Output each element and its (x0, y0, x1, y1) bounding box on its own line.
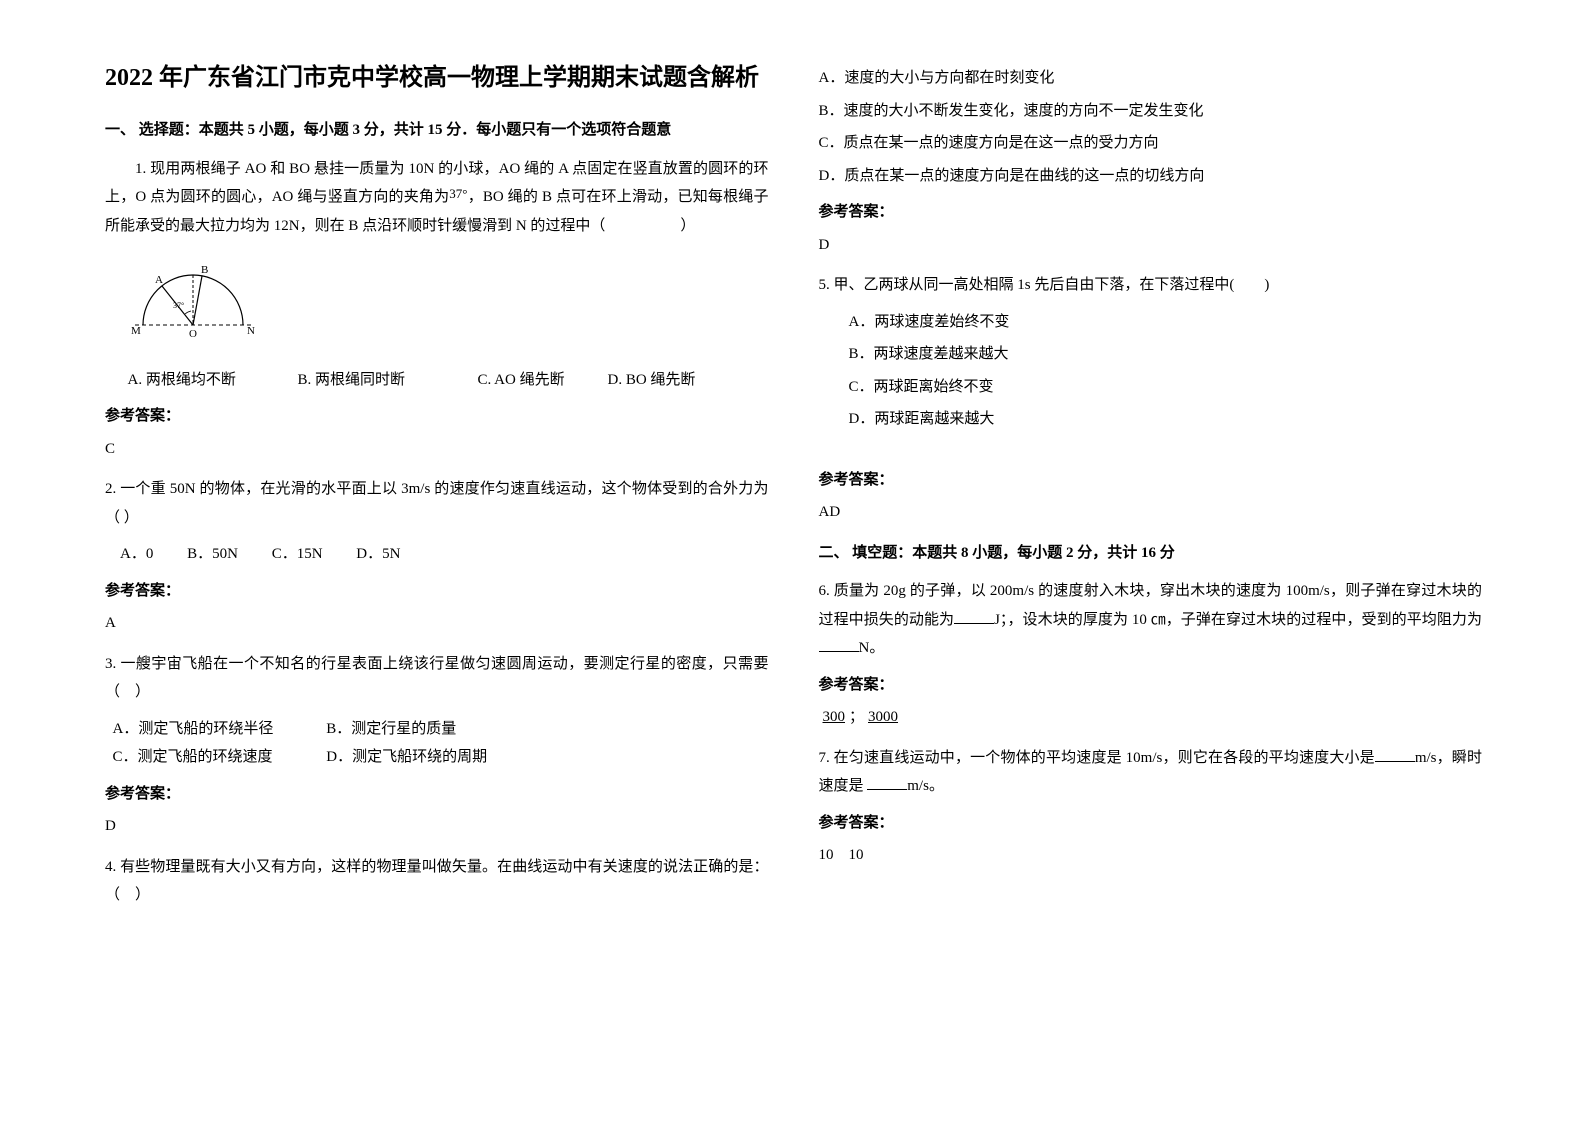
question-6: 6. 质量为 20g 的子弹，以 200m/s 的速度射入木块，穿出木块的速度为… (819, 577, 1483, 663)
q4-answer-label: 参考答案： (819, 198, 1483, 227)
q2-option-b: B．50N (187, 546, 238, 562)
diagram-label-a: A (155, 274, 163, 286)
diagram-angle: 37° (173, 301, 184, 310)
diagram-label-o: O (189, 328, 197, 340)
diagram-label-n: N (247, 325, 255, 337)
q1-option-a: A. 两根绳均不断 (128, 366, 298, 395)
left-column: 2022 年广东省江门市克中学校高一物理上学期期末试题含解析 一、 选择题：本题… (80, 60, 794, 1062)
section2-header: 二、 填空题：本题共 8 小题，每小题 2 分，共计 16 分 (819, 539, 1483, 568)
q5-option-a: A．两球速度差始终不变 (849, 308, 1483, 337)
question-4: 4. 有些物理量既有大小又有方向，这样的物理量叫做矢量。在曲线运动中有关速度的说… (105, 853, 769, 910)
diagram-label-b: B (201, 264, 208, 276)
q6-blank2 (819, 637, 859, 652)
diagram-label-m: M (131, 325, 141, 337)
q4-option-a: A．速度的大小与方向都在时刻变化 (819, 64, 1483, 93)
q6-text2: J；，设木块的厚度为 10 ㎝，子弹在穿过木块的过程中，受到的平均阻力为 (994, 612, 1482, 628)
q7-text3: m/s。 (907, 778, 944, 794)
q1-diagram: A B M O N 37° (125, 255, 769, 351)
q4-option-b: B．速度的大小不断发生变化，速度的方向不一定发生变化 (819, 97, 1483, 126)
q6-text3: N。 (859, 640, 885, 656)
q5-option-c: C．两球距离始终不变 (849, 373, 1483, 402)
q3-option-a: A．测定飞船的环绕半径 (113, 715, 323, 744)
q4-option-d: D．质点在某一点的速度方向是在曲线的这一点的切线方向 (819, 162, 1483, 191)
q3-option-d: D．测定飞船环绕的周期 (326, 749, 487, 765)
q6-answer-sep: ； (849, 709, 864, 725)
question-7: 7. 在匀速直线运动中，一个物体的平均速度是 10m/s，则它在各段的平均速度大… (819, 744, 1483, 801)
q3-options-row1: A．测定飞船的环绕半径 B．测定行星的质量 (113, 715, 769, 744)
q2-answer-label: 参考答案： (105, 577, 769, 606)
q2-answer: A (105, 609, 769, 638)
right-column: A．速度的大小与方向都在时刻变化 B．速度的大小不断发生变化，速度的方向不一定发… (794, 60, 1508, 1062)
question-2: 2. 一个重 50N 的物体，在光滑的水平面上以 3m/s 的速度作匀速直线运动… (105, 475, 769, 532)
q7-text1: 7. 在匀速直线运动中，一个物体的平均速度是 10m/s，则它在各段的平均速度大… (819, 750, 1375, 766)
q1-answer: C (105, 435, 769, 464)
q4-answer: D (819, 231, 1483, 260)
q2-option-c: C．15N (272, 546, 323, 562)
q3-option-b: B．测定行星的质量 (326, 721, 456, 737)
q1-answer-label: 参考答案： (105, 402, 769, 431)
q5-option-b: B．两球速度差越来越大 (849, 340, 1483, 369)
q4-option-c: C．质点在某一点的速度方向是在这一点的受力方向 (819, 129, 1483, 158)
q1-option-d: D. BO 绳先断 (608, 366, 696, 395)
q6-answer: 300；3000 (819, 703, 1483, 732)
q5-answer: AD (819, 498, 1483, 527)
section1-header: 一、 选择题：本题共 5 小题，每小题 3 分，共计 15 分．每小题只有一个选… (105, 116, 769, 145)
q1-angle: 37° (449, 186, 467, 201)
q7-blank2 (867, 775, 907, 790)
q7-answer: 10 10 (819, 841, 1483, 870)
q1-option-b: B. 两根绳同时断 (298, 366, 478, 395)
q6-blank1 (954, 609, 994, 624)
q2-option-a: A．0 (120, 546, 153, 562)
q2-options: A．0 B．50N C．15N D．5N (120, 540, 769, 569)
q5-answer-label: 参考答案： (819, 466, 1483, 495)
q7-blank1 (1375, 747, 1415, 762)
question-1: 1. 现用两根绳子 AO 和 BO 悬挂一质量为 10N 的小球，AO 绳的 A… (105, 155, 769, 241)
q3-options-row2: C．测定飞船的环绕速度 D．测定飞船环绕的周期 (113, 743, 769, 772)
q5-option-d: D．两球距离越来越大 (849, 405, 1483, 434)
q1-option-c: C. AO 绳先断 (478, 366, 608, 395)
q7-answer-label: 参考答案： (819, 809, 1483, 838)
question-3: 3. 一艘宇宙飞船在一个不知名的行星表面上绕该行星做匀速圆周运动，要测定行星的密… (105, 650, 769, 707)
q6-answer-label: 参考答案： (819, 671, 1483, 700)
document-title: 2022 年广东省江门市克中学校高一物理上学期期末试题含解析 (105, 60, 769, 96)
q3-option-c: C．测定飞船的环绕速度 (113, 743, 323, 772)
q3-answer: D (105, 812, 769, 841)
q6-answer1: 300 (819, 709, 850, 725)
q2-option-d: D．5N (356, 546, 400, 562)
question-5: 5. 甲、乙两球从同一高处相隔 1s 先后自由下落，在下落过程中( ) (819, 271, 1483, 300)
q3-answer-label: 参考答案： (105, 780, 769, 809)
q6-answer2: 3000 (864, 709, 902, 725)
q1-options: A. 两根绳均不断 B. 两根绳同时断 C. AO 绳先断 D. BO 绳先断 (128, 366, 769, 395)
